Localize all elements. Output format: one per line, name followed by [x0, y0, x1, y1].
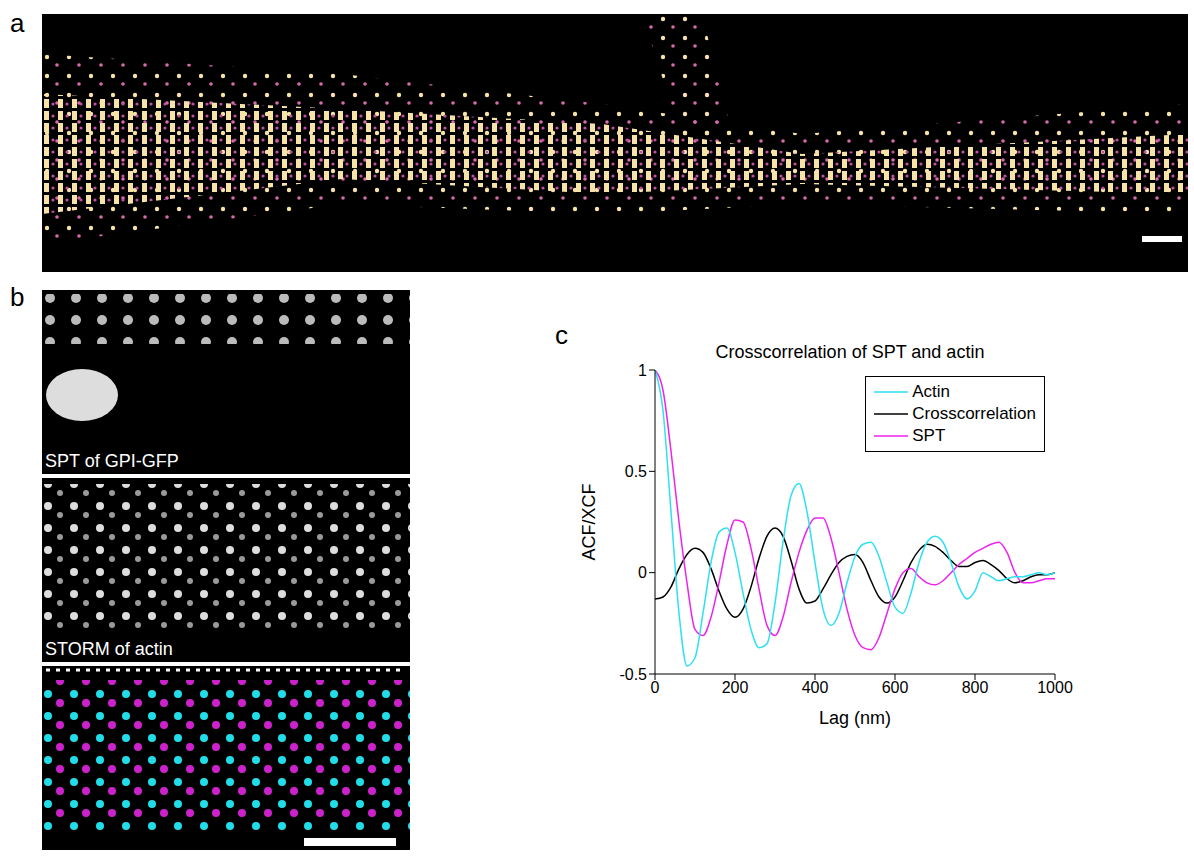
- svg-text:1000: 1000: [1037, 679, 1073, 696]
- html-text:c: c: [555, 320, 568, 350]
- svg-text:800: 800: [962, 679, 989, 696]
- svg-text:600: 600: [882, 679, 909, 696]
- svg-text:1: 1: [638, 362, 647, 379]
- html-text:Crosscorrelation of SPT and ac: Crosscorrelation of SPT and actin: [715, 342, 985, 362]
- html-text:SPT: SPT: [912, 426, 946, 445]
- svg-text:200: 200: [722, 679, 749, 696]
- svg-text:ACF/XCF: ACF/XCF: [579, 483, 599, 560]
- svg-text:0: 0: [651, 679, 660, 696]
- html-text:SPT of GPI-GFP: SPT of GPI-GFP: [45, 451, 179, 471]
- html-text:STORM of actin: STORM of actin: [45, 639, 173, 659]
- html-text:Actin: Actin: [912, 382, 950, 401]
- svg-text:-0.5: -0.5: [619, 666, 647, 683]
- html-text:Crosscorrelation: Crosscorrelation: [912, 404, 1036, 423]
- svg-text:Lag (nm): Lag (nm): [819, 708, 891, 728]
- html-text:a: a: [10, 8, 25, 38]
- svg-text:400: 400: [802, 679, 829, 696]
- svg-text:0.5: 0.5: [625, 463, 647, 480]
- svg-text:0: 0: [638, 564, 647, 581]
- html-text:b: b: [10, 282, 25, 312]
